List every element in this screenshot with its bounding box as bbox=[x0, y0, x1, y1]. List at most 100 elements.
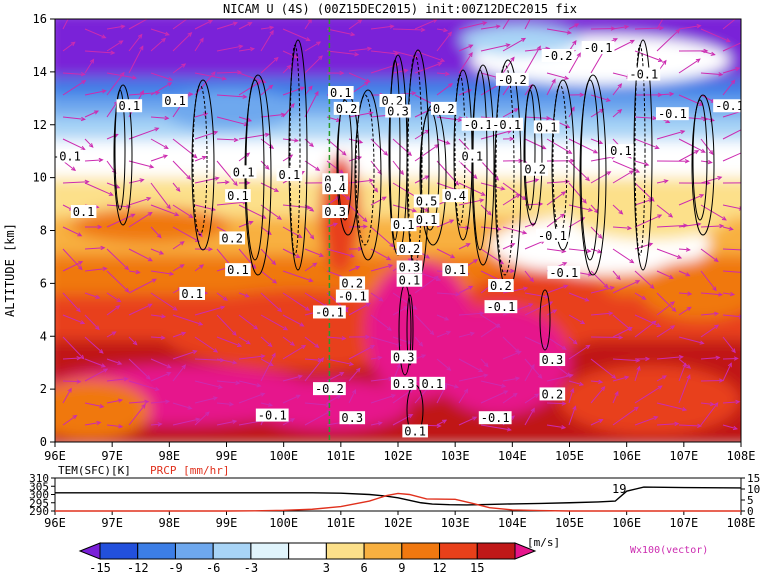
wind-vector-head bbox=[561, 345, 567, 350]
wind-vector bbox=[172, 350, 197, 360]
wind-vector bbox=[304, 248, 324, 257]
chart-title: NICAM U (4S) (00Z15DEC2015) init:00Z12DE… bbox=[223, 2, 577, 16]
wind-vector bbox=[150, 400, 169, 404]
wind-vector bbox=[172, 402, 192, 410]
wind-vector bbox=[128, 270, 140, 274]
contour-label-text: -0.1 bbox=[464, 118, 493, 132]
wind-vector bbox=[568, 314, 585, 325]
wind-vector bbox=[502, 287, 528, 294]
contour-label-text: -0.1 bbox=[549, 266, 578, 280]
x-tick-label: 96E bbox=[44, 449, 66, 463]
wind-vector bbox=[678, 25, 701, 30]
contour-label-text: 0.3 bbox=[542, 353, 564, 367]
series-annotation: 19 bbox=[612, 482, 626, 496]
wind-vector bbox=[216, 402, 233, 406]
wind-vector-head bbox=[84, 179, 90, 185]
wind-vector-head bbox=[534, 178, 540, 183]
colorbar-segment bbox=[439, 542, 478, 560]
wind-vector bbox=[150, 358, 171, 369]
wind-vector bbox=[194, 264, 204, 272]
wind-vector-head bbox=[744, 126, 748, 129]
wind-vector bbox=[348, 47, 372, 52]
wind-vector bbox=[524, 47, 550, 52]
wind-vector bbox=[370, 292, 383, 302]
series-x-tick-label: 99E bbox=[216, 516, 238, 530]
wind-vector-head bbox=[587, 207, 594, 212]
contour-label-text: 0.4 bbox=[444, 189, 466, 203]
contour-label: 0.2 bbox=[396, 242, 423, 256]
wind-vector-head bbox=[446, 331, 452, 336]
w-contour bbox=[406, 294, 414, 366]
wind-vector bbox=[678, 375, 691, 404]
wind-vector bbox=[524, 223, 536, 228]
wind-vector bbox=[656, 292, 676, 312]
wind-vector bbox=[216, 71, 241, 74]
wind-vector-head bbox=[80, 145, 86, 150]
wind-vector bbox=[612, 376, 629, 382]
wind-vector-head bbox=[651, 320, 657, 325]
wind-vector-head bbox=[186, 175, 192, 180]
colorbar-tick-label: 6 bbox=[360, 561, 367, 575]
wind-vector-head bbox=[662, 59, 667, 65]
wind-vector-head bbox=[147, 211, 153, 217]
wind-vector-head bbox=[172, 306, 178, 311]
wind-vector bbox=[414, 50, 445, 62]
wind-vector-head bbox=[260, 392, 266, 397]
wind-vector-head bbox=[521, 37, 527, 42]
wind-vector bbox=[150, 116, 169, 119]
wind-vector bbox=[634, 270, 655, 289]
wind-vector-head bbox=[503, 390, 509, 395]
wind-vector bbox=[128, 212, 152, 228]
wind-vector bbox=[524, 336, 549, 349]
wind-vector-head bbox=[749, 248, 753, 251]
contour-label: -0.1 bbox=[656, 107, 689, 121]
wind-vector bbox=[612, 270, 621, 280]
wind-vector bbox=[590, 386, 605, 404]
wind-vector-head bbox=[332, 222, 339, 227]
y-tick-label: 14 bbox=[33, 65, 47, 79]
contour-label-text: 0.2 bbox=[336, 102, 358, 116]
wind-vector-head bbox=[574, 23, 580, 28]
contour-label: 0.1 bbox=[533, 120, 560, 134]
wind-vector bbox=[106, 378, 128, 382]
wind-vector-head bbox=[719, 223, 725, 229]
wind-vector bbox=[436, 116, 462, 121]
wind-vector bbox=[436, 219, 454, 228]
wind-vector-head bbox=[124, 287, 130, 293]
wind-vector bbox=[84, 314, 100, 330]
wind-vector-head bbox=[67, 387, 72, 393]
wind-vector-head bbox=[164, 31, 170, 36]
series-left-tick-label: 290 bbox=[29, 505, 49, 518]
contour-label-text: 0.2 bbox=[490, 279, 512, 293]
wind-vector-head bbox=[665, 119, 671, 124]
wind-vector bbox=[722, 226, 733, 231]
x-tick-label: 106E bbox=[612, 449, 641, 463]
contour-label: 0.1 bbox=[396, 273, 423, 288]
wind-vector bbox=[216, 201, 247, 206]
wind-vector-head bbox=[236, 342, 243, 348]
wind-vector bbox=[282, 86, 305, 96]
wind-vector bbox=[370, 314, 392, 331]
wind-vector-head bbox=[77, 265, 83, 271]
wind-vector-head bbox=[718, 72, 724, 77]
wind-vector bbox=[106, 72, 125, 96]
wind-vector bbox=[326, 336, 346, 340]
contour-label-text: 0.3 bbox=[324, 205, 346, 219]
wind-vector-head bbox=[585, 176, 590, 182]
wind-vector-head bbox=[656, 323, 662, 328]
wind-vector-head bbox=[483, 362, 489, 368]
wind-vector bbox=[502, 37, 526, 52]
wind-vector-head bbox=[433, 275, 439, 281]
wind-vector-head bbox=[465, 225, 471, 230]
contour-label-text: 0.1 bbox=[404, 424, 426, 438]
wind-vector-head bbox=[654, 145, 660, 150]
wind-vector-head bbox=[233, 137, 239, 143]
wind-vector bbox=[304, 336, 319, 348]
wind-vector bbox=[590, 336, 623, 339]
wind-vectors bbox=[62, 19, 753, 432]
wind-vector bbox=[524, 240, 545, 250]
w-contour bbox=[633, 39, 653, 271]
series-right-tick-label: 15 bbox=[747, 472, 760, 485]
wind-vector bbox=[700, 402, 719, 426]
wind-vector bbox=[546, 191, 566, 206]
